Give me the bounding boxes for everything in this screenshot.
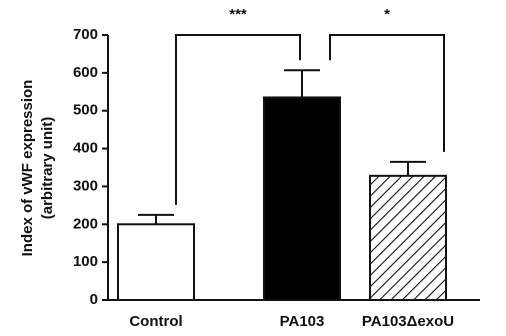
y-tick-label: 400 [73,140,98,157]
significance-label: * [384,6,390,23]
significance-bracket [175,34,301,205]
y-axis-label: (arbitrary unit) [39,117,56,220]
y-tick-label: 100 [73,253,98,270]
bar [263,96,341,302]
y-tick-label: 200 [73,215,98,232]
significance-label: *** [229,6,247,23]
y-axis-label: Index of vWF expression [19,80,36,257]
y-tick-label: 700 [73,26,98,43]
y-tick-label: 500 [73,102,98,119]
x-tick-label: Control [129,313,182,330]
bar [117,223,195,302]
y-tick-label: 0 [90,291,98,308]
significance-bracket [329,34,445,152]
x-tick-label: PA103ΔexoU [362,313,454,330]
y-tick-label: 600 [73,64,98,81]
y-tick-label: 300 [73,177,98,194]
x-tick-label: PA103 [280,313,325,330]
bar [369,174,447,301]
